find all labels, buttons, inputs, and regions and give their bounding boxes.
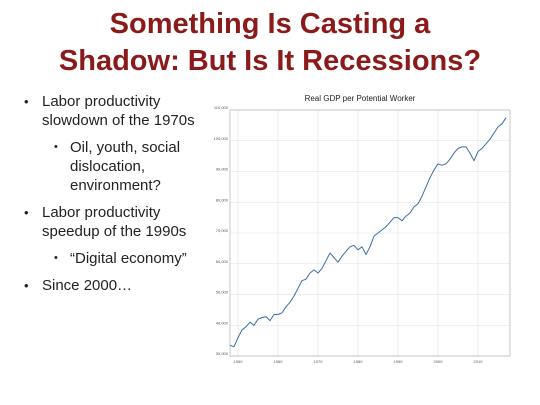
gdp-chart: Real GDP per Potential Worker 30,000 40,0… [204, 94, 516, 368]
x-tick-label: 2000 [434, 359, 444, 364]
y-tick-label: 50,000 [216, 290, 229, 295]
series-line [229, 117, 507, 348]
y-tick-label: 60,000 [216, 259, 229, 264]
chart-series [229, 117, 507, 348]
chart-axes: 30,000 40,000 50,000 60,000 70,000 80,000 90,0… [214, 105, 511, 364]
y-tick-label: 30,000 [216, 351, 229, 356]
y-tick-label: 70,000 [216, 228, 229, 233]
bullet-list: Labor productivity slowdown of the 1970s… [22, 92, 212, 303]
plot-frame [229, 109, 511, 357]
y-tick-label: 40,000 [216, 320, 229, 325]
x-tick-label: 1990 [394, 359, 404, 364]
x-tick-label: 1970 [314, 359, 324, 364]
y-tick-label: 100,000 [214, 136, 229, 141]
chart-grid [230, 109, 510, 357]
sub-bullet-item: “Digital economy” [22, 249, 212, 268]
x-tick-label: 1950 [234, 359, 244, 364]
y-tick-label: 90,000 [216, 167, 229, 172]
y-tick-label: 80,000 [216, 197, 229, 202]
chart-title: Real GDP per Potential Worker [304, 94, 416, 103]
x-tick-label: 2010 [474, 359, 484, 364]
x-tick-label: 1980 [354, 359, 364, 364]
title-line-2: Shadow: But Is It Recessions? [58, 45, 482, 77]
bullet-item: Since 2000… [22, 276, 212, 295]
sub-bullet-item: Oil, youth, social dislocation, environm… [22, 138, 212, 195]
bullet-item: Labor productivity slowdown of the 1970s [22, 92, 212, 130]
x-tick-label: 1960 [274, 359, 284, 364]
slide-title: Something Is Casting a Shadow: But Is It… [0, 6, 540, 80]
bullet-item: Labor productivity speedup of the 1990s [22, 203, 212, 241]
y-tick-label: 110,000 [214, 105, 229, 110]
chart-plot: 30,000 40,000 50,000 60,000 70,000 80,000 90,0… [214, 105, 511, 364]
title-line-1: Something Is Casting a [109, 8, 431, 40]
